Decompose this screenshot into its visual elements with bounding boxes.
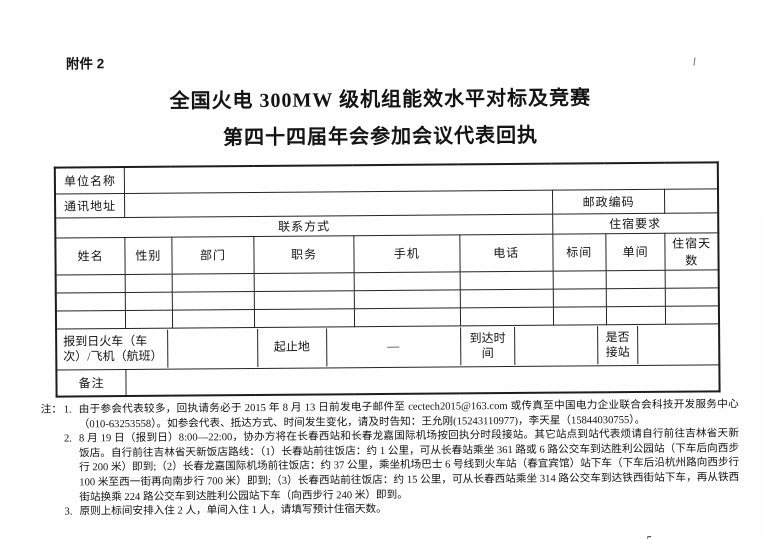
note-number: 3. <box>64 506 73 518</box>
scanned-page: 附件 2 全国火电 300MW 级机组能效水平对标及竞赛 第四十四届年会参加会议… <box>0 47 764 539</box>
doc-title-line1: 全国火电 300MW 级机组能效水平对标及竞赛 <box>169 87 592 113</box>
remarks-label: 备注 <box>56 369 127 397</box>
col-header-mobile: 手机 <box>353 234 461 273</box>
arrival-time-field <box>515 325 599 365</box>
transport-field <box>168 328 259 368</box>
transport-label: 报到日火车（车次）/飞机（航班） <box>60 329 169 369</box>
doc-title-line2: 第四十四届年会参加会议代表回执 <box>222 124 539 150</box>
arrival-time-label: 到达时间 <box>460 326 516 365</box>
note-number: 1. <box>63 404 72 416</box>
pickup-field <box>638 325 715 364</box>
note-text: 8 月 19 日（报到日）8:00—22:00，协办方将在长春西站和长春龙嘉国际… <box>78 428 740 503</box>
remarks-field <box>125 364 720 397</box>
address-field <box>124 189 553 218</box>
col-header-standard-room: 标间 <box>552 233 606 271</box>
address-label: 通讯地址 <box>55 193 125 218</box>
col-header-gender: 性别 <box>124 236 172 275</box>
postal-code-label: 邮政编码 <box>552 188 666 214</box>
pickup-label: 是否接站 <box>597 325 639 364</box>
notes-section: 注： 1. 由于参会代表较多，回执请务必于 2015 年 8 月 13 日前发电… <box>41 398 740 520</box>
attachment-label: 附件 2 <box>65 56 105 72</box>
route-label: 起止地 <box>257 327 327 367</box>
reply-form-table: 单位名称 通讯地址 邮政编码 联系方式 住宿要求 姓名 性别 部门 职务 手机 … <box>53 161 721 398</box>
col-header-position: 职务 <box>254 235 354 273</box>
note-number: 2. <box>63 433 72 445</box>
col-header-department: 部门 <box>171 236 255 274</box>
page-number: —5— <box>634 535 666 539</box>
col-header-single-room: 单间 <box>605 232 666 271</box>
postal-code-field <box>664 188 719 213</box>
col-header-phone: 电话 <box>459 233 553 272</box>
route-separator: — <box>326 326 462 366</box>
lodging-section-header: 住宿要求 <box>552 212 719 234</box>
unit-name-label: 单位名称 <box>54 167 125 194</box>
arrival-info-row: 报到日火车（车次）/飞机（航班） 起止地 — 到达时间 是否接站 <box>56 323 720 370</box>
notes-prefix: 注： <box>40 404 62 416</box>
col-header-name: 姓名 <box>55 237 126 275</box>
col-header-lodging-days: 住宿天数 <box>665 232 719 270</box>
note-item: 2. 8 月 19 日（报到日）8:00—22:00，协办方将在长春西站和长春龙… <box>64 427 740 505</box>
